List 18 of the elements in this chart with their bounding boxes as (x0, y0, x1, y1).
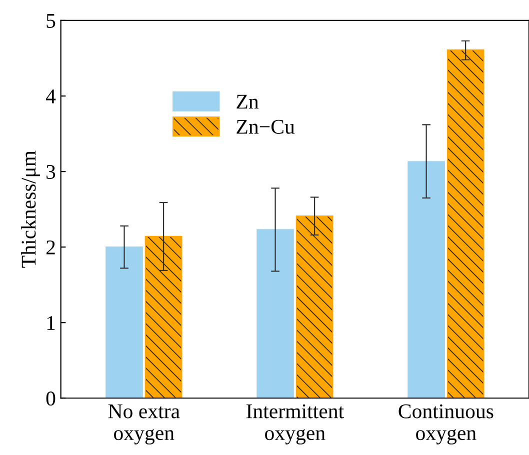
y-tick-label: 3 (46, 164, 56, 179)
x-tick-label: Continuous oxygen (398, 404, 494, 444)
y-tick-label: 4 (46, 90, 56, 104)
legend-label: Zn−Cu (236, 120, 295, 134)
x-tick-label: No extra oxygen (108, 404, 180, 444)
bar (446, 49, 484, 398)
y-tick-label: 5 (46, 14, 56, 28)
bar (408, 161, 445, 398)
bar (144, 236, 182, 398)
bar (256, 229, 294, 398)
x-tick-label: Intermittent oxygen (246, 404, 344, 444)
y-tick-label: 1 (47, 316, 55, 330)
bar (296, 216, 334, 398)
y-tick-label: 0 (46, 392, 56, 406)
y-axis-title: Thickness/μm (21, 150, 40, 268)
legend-label: Zn (236, 94, 259, 109)
bar (106, 246, 143, 398)
y-tick-label: 2 (46, 240, 55, 254)
